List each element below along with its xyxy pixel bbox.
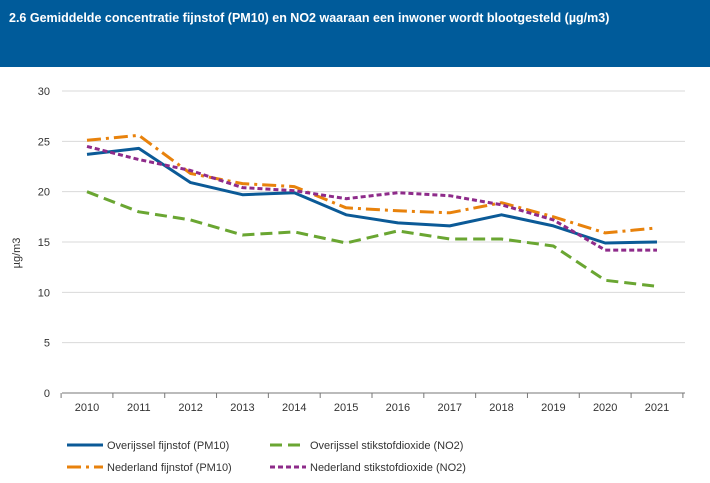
series-line-0 [86, 146, 658, 245]
y-tick-label: 0 [44, 388, 50, 400]
series-line-2 [86, 133, 658, 235]
legend-label: Nederland fijnstof (PM10) [107, 462, 232, 474]
y-axis-label-group: µg/m3 [11, 238, 23, 269]
series-lines [86, 133, 658, 288]
x-tick-label: 2019 [541, 402, 565, 414]
legend-label: Overijssel fijnstof (PM10) [107, 440, 229, 452]
legend-label: Overijssel stikstofdioxide (NO2) [310, 440, 463, 452]
y-tick-label: 20 [38, 187, 50, 199]
x-tick-label: 2017 [437, 402, 461, 414]
x-tick-label: 2016 [386, 402, 410, 414]
y-tick-label: 5 [44, 338, 50, 350]
x-tick-label: 2010 [75, 402, 99, 414]
x-tick-label: 2011 [127, 402, 151, 414]
y-tick-label: 30 [38, 86, 50, 98]
x-tick-label: 2021 [645, 402, 669, 414]
x-tick-label: 2018 [489, 402, 513, 414]
y-tick-label: 25 [38, 136, 50, 148]
x-axis: 2010 2011 2012 2013 2014 2015 2016 2017 2018 2019… [60, 392, 685, 414]
legend: Overijssel fijnstof (PM10) Overijssel sti… [67, 440, 466, 474]
x-tick-label: 2013 [230, 402, 254, 414]
series-line-3 [86, 144, 657, 252]
series-line-1 [86, 190, 658, 288]
x-tick-label: 2014 [282, 402, 306, 414]
x-tick-label: 2020 [593, 402, 617, 414]
y-tick-label: 10 [38, 287, 50, 299]
gridlines [62, 90, 685, 344]
chart-title: 2.6 Gemiddelde concentratie fijnstof (PM… [9, 11, 610, 25]
x-tick-label: 2015 [334, 402, 358, 414]
y-tick-label: 15 [38, 237, 50, 249]
x-tick-label: 2012 [178, 402, 202, 414]
y-axis: 0 5 10 15 20 25 30 [38, 86, 50, 400]
legend-label: Nederland stikstofdioxide (NO2) [310, 462, 466, 474]
chart-title-bar: 2.6 Gemiddelde concentratie fijnstof (PM… [0, 0, 710, 67]
y-axis-label: µg/m3 [11, 238, 23, 269]
